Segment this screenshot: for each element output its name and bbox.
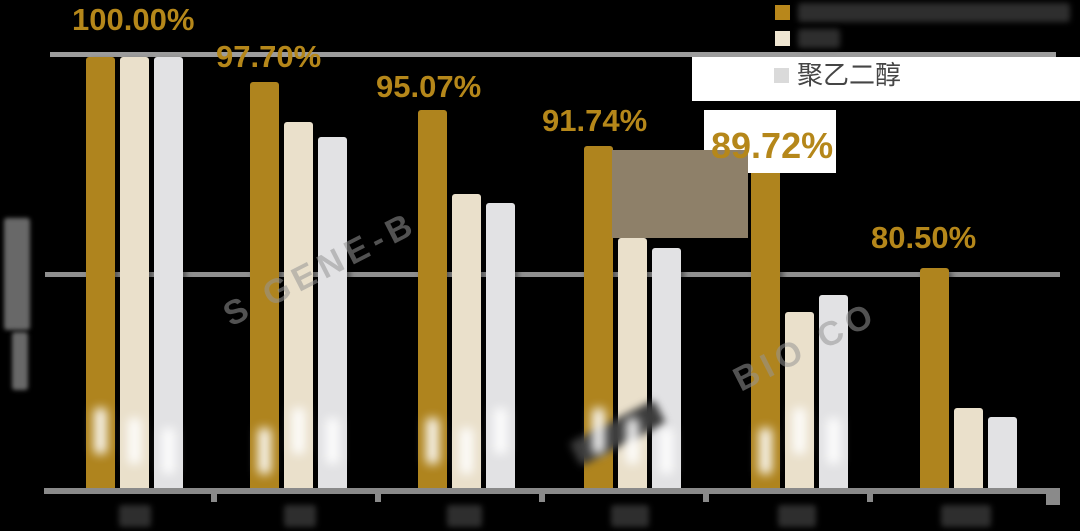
legend-label-redacted: [798, 3, 1070, 22]
data-label-3: 95.07%: [376, 69, 482, 104]
bar-value-label-redacted: [494, 408, 507, 454]
x-label-redacted-6: [941, 505, 991, 527]
bar-value-label-redacted: [292, 408, 305, 454]
bar-value-label-redacted: [128, 418, 141, 464]
x-axis-end-tick: [1046, 488, 1060, 505]
bar-value-label-redacted: [793, 408, 806, 454]
legend-swatch-gray: [774, 67, 789, 83]
bar-value-label-redacted: [258, 428, 271, 474]
legend-item-2: [775, 29, 840, 48]
gridline-100pct: [50, 52, 1056, 57]
legend-item-1: [775, 3, 1070, 22]
bar-series2-group1: [120, 57, 149, 490]
x-label-redacted-1: [119, 505, 151, 527]
bar-series2-group5: [785, 312, 814, 490]
legend-swatch-gold: [775, 5, 790, 20]
bar-value-label-redacted: [827, 418, 840, 464]
bar-value-label-redacted: [592, 408, 605, 454]
data-label-2: 97.70%: [216, 39, 322, 74]
x-axis-tick: [211, 488, 217, 502]
redaction-block: [612, 150, 748, 238]
y-axis-title-redacted: [4, 218, 30, 330]
x-axis-line: [44, 488, 1048, 494]
legend-swatch-cream: [775, 31, 790, 46]
x-axis-tick: [867, 488, 873, 502]
bar-value-label-redacted: [326, 418, 339, 464]
x-axis-tick: [375, 488, 381, 502]
legend-label-redacted: [798, 29, 840, 48]
data-label-5: 89.72%: [711, 125, 834, 166]
legend-background: [692, 57, 1080, 101]
x-label-redacted-3: [447, 505, 482, 527]
bar-series1-group2: [250, 82, 279, 490]
bar-series1-group6: [920, 268, 949, 490]
x-axis-tick: [539, 488, 545, 502]
bar-series3-group1: [154, 57, 183, 490]
legend-label: 聚乙二醇: [797, 60, 902, 90]
bar-value-label-redacted: [162, 428, 175, 474]
bar-value-label-redacted: [426, 418, 439, 464]
y-axis-title-redacted-2: [12, 332, 28, 390]
data-label-4: 91.74%: [542, 103, 648, 138]
bar-value-label-redacted: [660, 428, 673, 474]
bar-series2-group6: [954, 408, 983, 490]
legend-item-3: 聚乙二醇: [774, 62, 901, 88]
x-label-redacted-4: [611, 505, 649, 527]
x-axis-tick: [703, 488, 709, 502]
bar-value-label-redacted: [94, 408, 107, 454]
bar-value-label-redacted: [759, 428, 772, 474]
data-label-6: 80.50%: [871, 220, 977, 255]
x-label-redacted-5: [778, 505, 816, 527]
data-label-1: 100.00%: [72, 2, 195, 37]
gridline-80pct: [45, 272, 1060, 277]
bar-value-label-redacted: [460, 428, 473, 474]
x-label-redacted-2: [284, 505, 316, 527]
bar-value-label-redacted: [626, 418, 639, 464]
bar-series3-group6: [988, 417, 1017, 490]
